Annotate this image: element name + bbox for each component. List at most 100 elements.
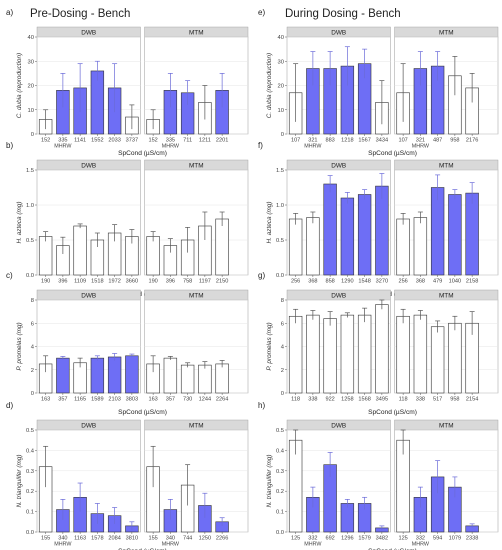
y-tick-label: 4	[31, 345, 35, 351]
y-tick-label: 0.5	[276, 238, 284, 244]
x-tick-label: 107	[398, 138, 407, 144]
x-tick-label: 1579	[358, 536, 370, 542]
y-tick-label: 10	[278, 108, 284, 114]
x-tick-label: 338	[416, 397, 425, 403]
x-tick-label: 1578	[91, 536, 103, 542]
x-tick-label: 958	[450, 138, 459, 144]
x-tick-label: 2176	[466, 138, 478, 144]
panel-label: g)	[258, 271, 265, 280]
x-tick-label: 2201	[216, 138, 228, 144]
y-tick-label: 0.5	[26, 428, 34, 434]
y-tick-label: 30	[28, 59, 34, 65]
facet-plot-area	[394, 429, 499, 533]
x-axis-label: SpCond (µS/cm)	[118, 548, 167, 550]
x-tick-label: 1165	[74, 397, 86, 403]
x-tick-label: 883	[325, 138, 334, 144]
y-tick-label: 6	[31, 321, 34, 327]
facet-strip-label: DWB	[81, 293, 96, 300]
y-tick-label: 0	[281, 132, 284, 138]
x-tick-label: 1258	[341, 397, 353, 403]
x-tick-label: 396	[166, 279, 175, 285]
x-sublabel-mhrw: MHRW	[412, 542, 430, 548]
x-tick-label: 1109	[74, 279, 86, 285]
x-sublabel-mhrw: MHRW	[304, 542, 322, 548]
facet-mtm: MTM 163 357 730 1244 2264	[144, 289, 249, 403]
x-tick-label: 190	[41, 279, 50, 285]
x-tick-label: 396	[58, 279, 67, 285]
y-tick-label: 0	[31, 132, 34, 138]
x-tick-label: 1244	[199, 397, 211, 403]
y-tick-label: 2	[31, 368, 34, 374]
facet-mtm: MTM 107 321 487 958 2176 MHRW	[394, 26, 499, 150]
y-axis-label: P. promelas (mg)	[16, 322, 23, 370]
y-tick-label: 0.1	[276, 510, 284, 516]
facet-strip-label: MTM	[189, 163, 204, 170]
x-tick-label: 2150	[216, 279, 228, 285]
facet-plot-area	[286, 429, 391, 533]
y-axis-label: C. dubia (reproduction)	[266, 53, 273, 118]
x-tick-label: 152	[41, 138, 50, 144]
x-axis-label: SpCond (µS/cm)	[368, 548, 417, 550]
chart-panel-f: f) H. azteca (mg) 0.0 0.5 1.0 1.5 DWB 256 368 858…	[258, 141, 499, 298]
facet-mtm: MTM 190 396 758 1197 2150	[144, 159, 249, 285]
x-tick-label: 922	[325, 397, 334, 403]
bar	[323, 318, 337, 394]
x-tick-label: 118	[291, 397, 300, 403]
x-tick-label: 744	[183, 536, 192, 542]
facet-plot-area	[36, 429, 141, 533]
facet-strip-label: MTM	[189, 293, 204, 300]
bar	[340, 314, 355, 394]
y-tick-label: 0.4	[276, 448, 285, 454]
x-tick-label: 332	[308, 536, 317, 542]
facet-mtm: MTM 118 338 517 958 2154	[394, 289, 499, 403]
x-tick-label: 3482	[376, 536, 388, 542]
y-axis-label: C. dubia (reproduction)	[16, 53, 23, 118]
x-tick-label: 332	[416, 536, 425, 542]
x-tick-label: 692	[325, 536, 334, 542]
bar	[107, 356, 122, 394]
y-tick-label: 0.0	[26, 273, 34, 279]
y-tick-label: 8	[31, 298, 34, 304]
bar	[413, 314, 428, 394]
y-tick-label: 0.0	[276, 530, 284, 536]
bar	[38, 236, 53, 276]
panel-label: d)	[6, 401, 13, 410]
x-sublabel-mhrw: MHRW	[412, 144, 430, 150]
bar	[163, 357, 178, 394]
bar	[215, 218, 229, 276]
y-tick-label: 6	[281, 321, 284, 327]
bar	[288, 218, 303, 276]
facet-strip-label: DWB	[331, 30, 346, 37]
y-tick-label: 0.3	[276, 469, 284, 475]
x-tick-label: 487	[433, 138, 442, 144]
x-tick-label: 3803	[126, 397, 138, 403]
y-tick-label: 0.3	[26, 469, 34, 475]
y-axis-label: H. azteca (mg)	[16, 202, 23, 244]
x-tick-label: 335	[166, 138, 175, 144]
x-sublabel-mhrw: MHRW	[162, 144, 180, 150]
y-tick-label: 10	[28, 108, 34, 114]
y-tick-label: 30	[278, 59, 284, 65]
bar	[375, 185, 389, 276]
bar	[180, 364, 195, 394]
y-tick-label: 8	[281, 298, 284, 304]
y-tick-label: 1.5	[276, 168, 284, 174]
x-tick-label: 1296	[341, 536, 353, 542]
x-tick-label: 152	[148, 138, 157, 144]
y-tick-label: 1.0	[276, 203, 284, 209]
x-tick-label: 125	[291, 536, 300, 542]
x-tick-label: 163	[148, 397, 157, 403]
x-axis-label: SpCond (µS/cm)	[118, 150, 167, 157]
y-axis-label: N. triangulifer (mg)	[16, 455, 23, 508]
y-tick-label: 0.4	[26, 448, 35, 454]
x-tick-label: 3737	[126, 138, 138, 144]
x-axis-label: SpCond (µS/cm)	[368, 150, 417, 157]
facet-strip-label: MTM	[189, 30, 204, 37]
facet-dwb: DWB 125 332 692 1296 1579 3482 MHRW	[286, 419, 391, 548]
x-tick-label: 357	[58, 397, 67, 403]
y-tick-label: 1.5	[26, 168, 34, 174]
x-tick-label: 2084	[108, 536, 120, 542]
y-tick-label: 0.2	[276, 489, 284, 495]
x-tick-label: 256	[398, 279, 407, 285]
facet-mtm: MTM 125 332 594 1079 2338 MHRW	[394, 419, 499, 548]
